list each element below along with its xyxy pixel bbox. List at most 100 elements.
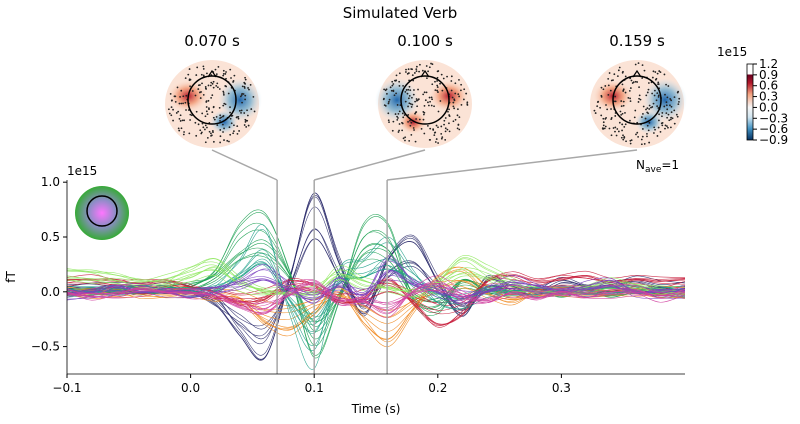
sensor-dot [640,138,643,141]
head-outline [612,75,662,125]
sensor-dot [183,119,186,122]
sensor-dot [231,114,234,117]
sensor-dot [422,113,425,116]
figure-title: Simulated Verb [343,4,458,22]
sensor-dot [229,133,232,136]
sensor-dot [427,70,429,73]
sensor-dot [646,111,649,114]
sensor-dot [383,97,385,100]
sensor-dot [614,100,617,103]
sensor-dot [241,101,243,104]
sensor-dot [440,125,443,128]
sensor-dot [638,97,640,100]
sensor-dot [206,126,208,129]
sensor-dot [596,101,599,104]
sensor-dot [222,90,225,93]
sensor-dot [448,130,451,133]
sensor-dot [177,110,180,113]
sensor-dot [660,122,663,125]
sensor-dot [200,73,203,76]
sensor-dot [407,114,410,116]
sensor-dot [222,69,225,72]
sensor-dot [634,63,637,66]
sensor-dot [185,94,188,97]
sensor-dot [665,83,667,86]
sensor-dot [602,88,605,91]
topomap-secondary-region [399,110,427,134]
sensor-dot [669,104,671,107]
sensor-dot [185,109,187,111]
sensor-dot [222,92,225,94]
sensor-dot [240,109,243,112]
sensor-dot [431,63,434,66]
sensor-dot [178,129,181,132]
sensor-dot [389,86,392,89]
sensor-dot [622,90,625,92]
sensor-dot [225,77,227,80]
sensor-dot [453,107,456,110]
sensor-dot [666,125,668,127]
sensor-dot [232,132,235,135]
sensor-dot [396,115,398,118]
sensor-dot [614,126,617,129]
sensor-dot [634,109,637,112]
sensor-dot [211,130,214,132]
sensor-dot [450,75,453,78]
x-axis-label: Time (s) [351,402,401,416]
sensor-dot [664,127,666,130]
sensor-dot [678,100,680,103]
sensor-dot [404,139,406,142]
sensor-dot [405,89,408,91]
sensor-dot [230,122,233,125]
sensor-dot [195,110,198,113]
sensor-dot [648,104,651,107]
sensor-dot [201,82,203,85]
sensor-dot [210,132,212,135]
sensor-dot [210,134,212,137]
sensor-dot [425,65,428,67]
trace-right-red [67,274,685,328]
sensor-dot [414,100,417,103]
sensor-dot [212,86,215,89]
sensor-dot [392,120,395,123]
sensor-dot [657,81,660,84]
sensor-dot [594,112,597,114]
sensor-dot [219,141,222,144]
sensor-dot [418,70,420,73]
sensor-dot [653,126,656,129]
sensor-dot [656,135,659,137]
topomap-secondary-region [635,110,663,134]
sensor-dot [458,78,460,81]
sensor-dot [655,77,658,80]
sensor-dot [651,92,654,95]
topomap-1: 0.100 s [314,32,472,181]
colorbar-scale-label: 1e15 [717,45,747,59]
sensor-dot [408,94,411,97]
sensor-dot [387,112,390,115]
sensor-dot [452,101,455,104]
sensor-dot [410,121,413,124]
x-tick-label: 0.0 [181,381,200,395]
sensor-dot [629,87,632,89]
sensor-dot [432,128,435,131]
sensor-dot [387,119,390,122]
x-tick-label: 0.1 [305,381,324,395]
sensor-dot [183,131,185,133]
sensor-dot [651,106,654,108]
sensor-dot [202,93,205,96]
sensor-dot [628,89,631,92]
sensor-dot [458,128,461,131]
sensor-dot [641,77,644,79]
sensor-dot [656,105,659,108]
sensor-dot [465,92,468,95]
sensor-dot [436,80,438,82]
sensor-dot [182,133,185,136]
sensor-dot [636,131,639,134]
sensor-dot [222,93,225,96]
sensor-dot [177,127,180,130]
sensor-dot [226,139,229,142]
topomap-2: 0.159 s [387,32,687,181]
sensor-dot [645,108,647,111]
sensor-dot [238,109,241,112]
